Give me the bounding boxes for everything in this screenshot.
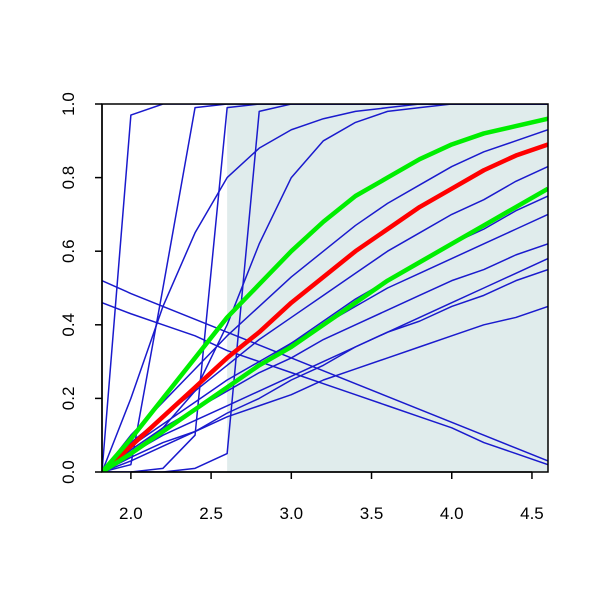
y-tick-label: 0.2 <box>59 387 78 411</box>
x-tick-label: 2.0 <box>119 504 143 523</box>
series-line <box>102 104 548 472</box>
series-line <box>102 104 548 472</box>
series-line <box>102 302 548 466</box>
series-line <box>102 305 548 472</box>
x-tick-label: 3.5 <box>360 504 384 523</box>
x-tick-label: 4.5 <box>520 504 544 523</box>
series-line <box>102 257 548 472</box>
series-line <box>102 186 548 472</box>
y-tick-label: 0.8 <box>59 166 78 190</box>
plot-area <box>102 104 548 472</box>
series-line <box>102 279 548 462</box>
series-line <box>102 104 548 472</box>
y-tick-label: 1.0 <box>59 92 78 116</box>
series-line <box>102 116 548 472</box>
series-line <box>102 268 548 472</box>
series-line <box>102 104 548 472</box>
y-tick-label: 0.0 <box>59 460 78 484</box>
series-line <box>102 129 548 472</box>
x-tick-label: 2.5 <box>199 504 223 523</box>
y-tick-label: 0.4 <box>59 313 78 337</box>
x-tick-label: 4.0 <box>440 504 464 523</box>
y-tick-label: 0.6 <box>59 239 78 263</box>
series-line <box>102 104 548 472</box>
x-tick-label: 3.0 <box>279 504 303 523</box>
series-line <box>102 142 548 472</box>
